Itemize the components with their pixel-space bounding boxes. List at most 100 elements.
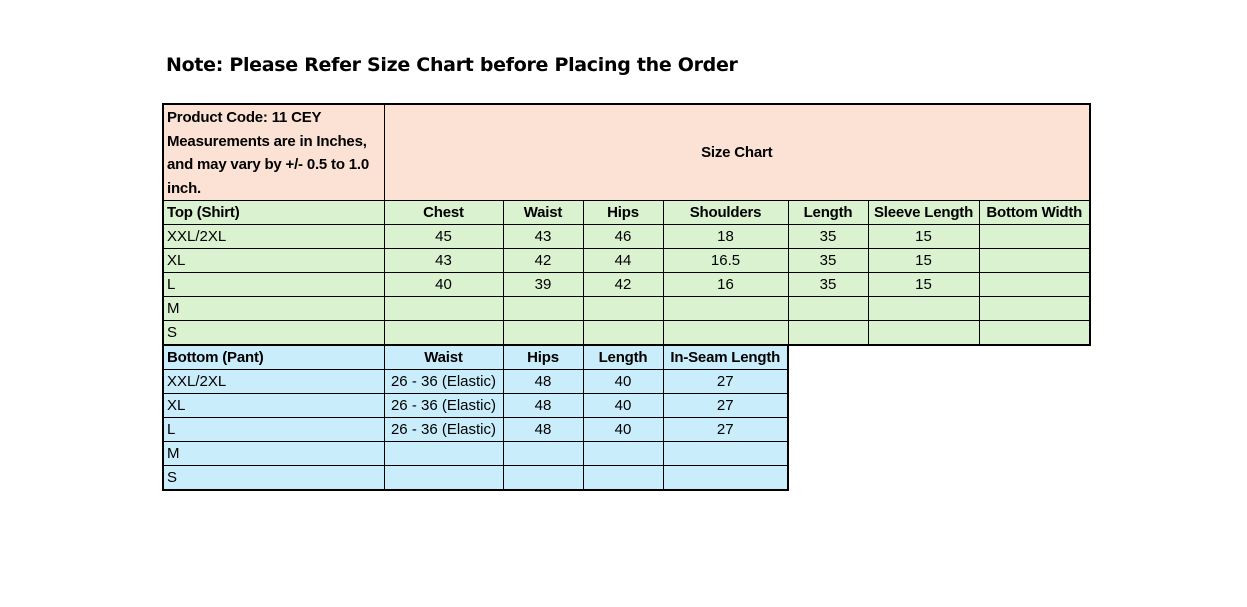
measurement-cell: 15	[867, 248, 980, 273]
measurement-cell	[662, 441, 789, 466]
measurement-cell: 15	[867, 224, 980, 249]
measurement-cell: 18	[662, 224, 789, 249]
table-row: L 40 39 42 16 35 15	[162, 272, 1091, 297]
size-label: XXL/2XL	[162, 224, 385, 249]
size-label: M	[162, 296, 385, 321]
measurement-cell	[383, 441, 504, 466]
measurement-cell: 45	[383, 224, 504, 249]
size-label: S	[162, 320, 385, 346]
measurement-cell: 46	[582, 224, 664, 249]
table-row: XXL/2XL 26 - 36 (Elastic) 48 40 27	[162, 369, 789, 394]
measurement-cell: 27	[662, 417, 789, 442]
measurement-cell: 27	[662, 393, 789, 418]
measurement-cell: 16.5	[662, 248, 789, 273]
top-size-table: Product Code: 11 CEY Measurements are in…	[162, 103, 1091, 346]
measurement-cell: 40	[582, 417, 664, 442]
size-label: XXL/2XL	[162, 369, 385, 394]
table-row: S	[162, 320, 1091, 346]
measurement-cell	[867, 296, 980, 321]
measurement-cell: 42	[582, 272, 664, 297]
top-column-header: Hips	[582, 200, 664, 225]
measurement-cell: 40	[582, 369, 664, 394]
measurement-cell: 42	[502, 248, 584, 273]
measurement-cell	[787, 296, 869, 321]
bottom-column-header: In-Seam Length	[662, 344, 789, 370]
measurement-cell: 26 - 36 (Elastic)	[383, 417, 504, 442]
measurement-cell	[662, 296, 789, 321]
top-column-header: Shoulders	[662, 200, 789, 225]
bottom-column-header: Length	[582, 344, 664, 370]
measurement-cell: 43	[383, 248, 504, 273]
measurement-note: inch.	[167, 179, 202, 197]
size-label: M	[162, 441, 385, 466]
note-heading: Note: Please Refer Size Chart before Pla…	[166, 54, 738, 76]
product-info-cell: Product Code: 11 CEY Measurements are in…	[162, 103, 385, 201]
measurement-cell	[502, 465, 584, 491]
measurement-cell	[978, 320, 1091, 346]
measurement-cell	[502, 296, 584, 321]
measurement-cell	[662, 465, 789, 491]
info-row: Product Code: 11 CEY Measurements are in…	[162, 103, 1091, 201]
measurement-cell: 26 - 36 (Elastic)	[383, 369, 504, 394]
measurement-cell	[867, 320, 980, 346]
size-label: XL	[162, 393, 385, 418]
size-label: L	[162, 272, 385, 297]
measurement-cell	[787, 320, 869, 346]
size-label: S	[162, 465, 385, 491]
measurement-cell	[383, 296, 504, 321]
measurement-cell	[978, 224, 1091, 249]
table-row: XL 43 42 44 16.5 35 15	[162, 248, 1091, 273]
top-column-header: Sleeve Length	[867, 200, 980, 225]
measurement-note: Measurements are in Inches,	[167, 132, 367, 150]
top-column-header: Bottom Width	[978, 200, 1091, 225]
measurement-cell: 40	[383, 272, 504, 297]
bottom-size-table: Bottom (Pant) Waist Hips Length In-Seam Leng…	[162, 344, 789, 491]
top-column-header: Top (Shirt)	[162, 200, 385, 225]
measurement-cell	[383, 465, 504, 491]
measurement-cell: 26 - 36 (Elastic)	[383, 393, 504, 418]
measurement-cell: 35	[787, 248, 869, 273]
bottom-column-header: Hips	[502, 344, 584, 370]
top-column-header: Waist	[502, 200, 584, 225]
measurement-cell: 40	[582, 393, 664, 418]
table-row: XL 26 - 36 (Elastic) 48 40 27	[162, 393, 789, 418]
bottom-column-header: Waist	[383, 344, 504, 370]
measurement-cell	[502, 441, 584, 466]
measurement-cell: 48	[502, 369, 584, 394]
measurement-cell	[582, 465, 664, 491]
measurement-cell	[502, 320, 584, 346]
measurement-cell	[662, 320, 789, 346]
measurement-cell: 16	[662, 272, 789, 297]
measurement-cell	[582, 296, 664, 321]
measurement-cell: 48	[502, 417, 584, 442]
measurement-cell: 15	[867, 272, 980, 297]
size-chart: Product Code: 11 CEY Measurements are in…	[162, 103, 1091, 491]
measurement-cell	[978, 272, 1091, 297]
table-row: S	[162, 465, 789, 491]
table-row: M	[162, 296, 1091, 321]
measurement-cell: 39	[502, 272, 584, 297]
table-row: M	[162, 441, 789, 466]
measurement-cell	[978, 248, 1091, 273]
product-code: Product Code: 11 CEY	[167, 109, 322, 126]
size-chart-title: Size Chart	[383, 103, 1091, 201]
measurement-cell	[978, 296, 1091, 321]
measurement-note: and may vary by +/- 0.5 to 1.0	[167, 156, 370, 173]
top-header-row: Top (Shirt) Chest Waist Hips Shoulders Length…	[162, 200, 1091, 225]
measurement-cell	[582, 441, 664, 466]
measurement-cell: 35	[787, 224, 869, 249]
measurement-cell: 35	[787, 272, 869, 297]
measurement-cell: 27	[662, 369, 789, 394]
top-column-header: Chest	[383, 200, 504, 225]
measurement-cell	[383, 320, 504, 346]
table-row: XXL/2XL 45 43 46 18 35 15	[162, 224, 1091, 249]
measurement-cell: 44	[582, 248, 664, 273]
measurement-cell: 43	[502, 224, 584, 249]
bottom-column-header: Bottom (Pant)	[162, 344, 385, 370]
measurement-cell	[582, 320, 664, 346]
size-label: XL	[162, 248, 385, 273]
table-row: L 26 - 36 (Elastic) 48 40 27	[162, 417, 789, 442]
measurement-cell: 48	[502, 393, 584, 418]
bottom-header-row: Bottom (Pant) Waist Hips Length In-Seam Leng…	[162, 344, 789, 370]
top-column-header: Length	[787, 200, 869, 225]
